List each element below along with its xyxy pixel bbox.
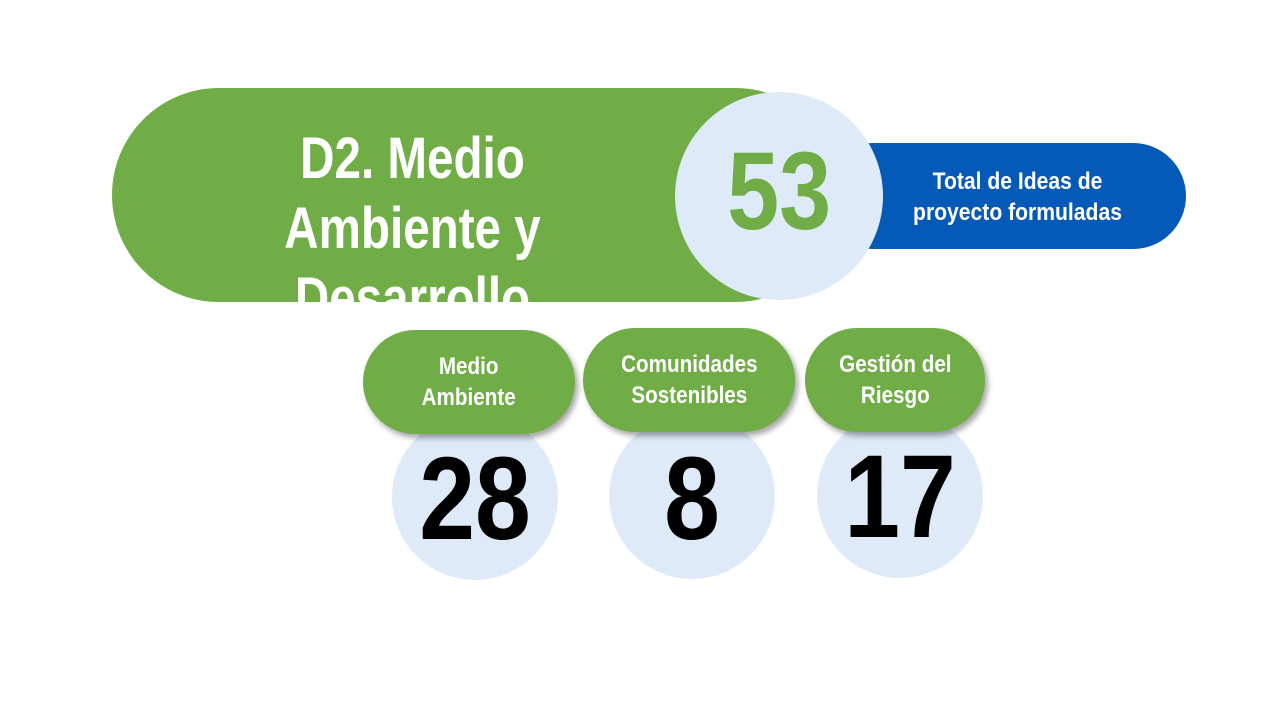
medio-ambiente-label: Medio Ambiente [421, 353, 517, 411]
medio-ambiente-count-value: 28 [419, 433, 531, 565]
comunidades-sostenibles-pill: Comunidades Sostenibles [583, 328, 795, 432]
total-label: Total de Ideas de proyecto formuladas [913, 168, 1122, 226]
gestion-riesgo-pill: Gestión del Riesgo [805, 328, 985, 432]
total-count-value: 53 [726, 130, 831, 253]
comunidades-sostenibles-label: Comunidades Sostenibles [620, 351, 758, 409]
gestion-riesgo-count-value: 17 [844, 431, 956, 563]
gestion-riesgo-count-circle [817, 412, 983, 578]
medio-ambiente-pill: Medio Ambiente [363, 330, 575, 434]
title-line-1: D2. Medio Ambiente y [284, 126, 541, 261]
gestion-riesgo-label: Gestión del Riesgo [838, 351, 952, 409]
total-count-circle: 53 [675, 92, 883, 300]
medio-ambiente-count-circle [392, 414, 558, 580]
comunidades-sostenibles-count-circle [609, 413, 775, 579]
comunidades-sostenibles-count-value: 8 [664, 433, 720, 565]
